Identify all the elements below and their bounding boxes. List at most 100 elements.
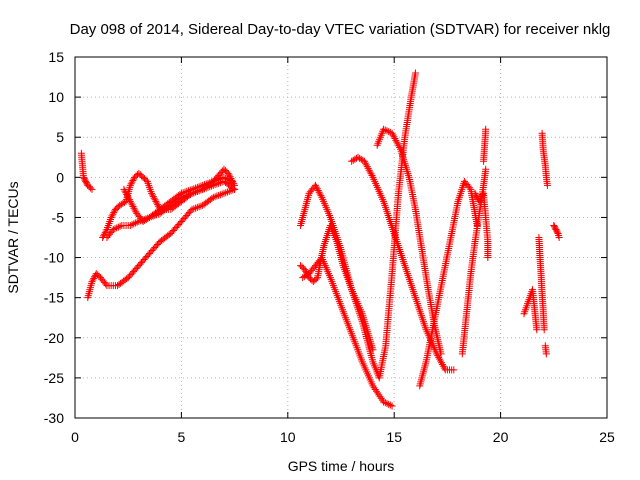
data-point: [361, 159, 369, 167]
data-point: [472, 191, 480, 199]
data-point: [553, 228, 561, 236]
data-point: [391, 135, 399, 143]
y-tick-label: -20: [44, 330, 64, 346]
data-point: [450, 366, 458, 374]
data-point: [151, 196, 159, 204]
x-tick-label: 5: [178, 429, 186, 445]
data-point: [184, 187, 192, 195]
data-point: [190, 205, 198, 213]
x-tick-label: 15: [386, 429, 402, 445]
data-point: [213, 192, 221, 200]
data-point: [388, 402, 396, 410]
series-arc-e: [120, 173, 236, 225]
data-point: [179, 189, 187, 197]
data-point: [365, 166, 373, 174]
data-point: [484, 254, 492, 262]
data-point: [211, 177, 219, 185]
y-tick-label: -25: [44, 370, 64, 386]
data-point: [122, 189, 130, 197]
data-point: [88, 185, 96, 193]
data-point: [102, 227, 110, 235]
data-markers: [77, 69, 563, 410]
data-point: [211, 193, 219, 201]
data-point: [312, 183, 320, 191]
data-point: [395, 142, 403, 150]
series-arc-b: [84, 185, 239, 302]
data-point: [366, 168, 374, 176]
data-point: [482, 125, 490, 133]
series-arc-q: [538, 129, 551, 189]
data-point: [216, 191, 224, 199]
data-point: [385, 128, 393, 136]
data-point: [316, 190, 324, 198]
series-arc-l: [458, 165, 490, 358]
axis-ticks: [74, 56, 608, 419]
x-tick-label: 20: [493, 429, 509, 445]
data-point: [381, 126, 389, 134]
data-point: [109, 225, 117, 233]
data-point: [131, 206, 139, 214]
data-point: [383, 127, 391, 135]
data-point: [371, 385, 379, 393]
data-point: [202, 180, 210, 188]
data-point: [228, 177, 236, 185]
data-point: [227, 177, 235, 185]
data-point: [149, 193, 157, 201]
data-point: [222, 189, 230, 197]
data-point: [224, 188, 232, 196]
series-arc-k: [416, 177, 481, 390]
data-point: [108, 212, 116, 220]
data-point: [475, 197, 483, 205]
data-point: [127, 180, 135, 188]
data-point: [200, 181, 208, 189]
data-point: [369, 346, 377, 354]
data-point: [229, 184, 237, 192]
data-point: [183, 187, 191, 195]
series-arc-s: [550, 221, 563, 241]
data-point: [193, 183, 201, 191]
x-tick-label: 0: [71, 429, 79, 445]
data-point: [125, 194, 133, 202]
data-point: [375, 391, 383, 399]
data-point: [120, 185, 128, 193]
data-point: [89, 276, 97, 284]
data-point: [231, 185, 239, 193]
data-point: [362, 161, 370, 169]
data-point: [127, 199, 135, 207]
y-axis-label: SDTVAR / TECUs: [5, 181, 21, 293]
data-point: [381, 399, 389, 407]
x-tick-label: 25: [599, 429, 615, 445]
y-tick-label: 10: [48, 89, 64, 105]
y-tick-label: -15: [44, 290, 64, 306]
x-axis-label: GPS time / hours: [288, 458, 395, 474]
y-tick-label: -30: [44, 410, 64, 426]
data-point: [482, 165, 490, 173]
y-tick-label: 0: [56, 169, 64, 185]
data-point: [315, 188, 323, 196]
data-point: [434, 352, 442, 360]
series-arc-n: [480, 125, 490, 165]
data-point: [126, 197, 134, 205]
data-point: [471, 189, 479, 197]
data-point: [377, 394, 385, 402]
data-point: [466, 184, 474, 192]
data-point: [152, 197, 160, 205]
data-point: [130, 204, 138, 212]
data-point: [543, 181, 551, 189]
data-point: [193, 203, 201, 211]
data-point: [114, 223, 122, 231]
data-point: [111, 225, 119, 233]
data-point: [87, 184, 95, 192]
data-point: [213, 176, 221, 184]
data-point: [225, 187, 233, 195]
data-point: [301, 266, 309, 274]
data-point: [125, 196, 133, 204]
data-point: [208, 178, 216, 186]
data-point: [154, 201, 162, 209]
data-point: [208, 195, 216, 203]
data-point: [130, 220, 138, 228]
data-point: [389, 131, 397, 139]
data-point: [390, 133, 398, 141]
data-point: [368, 172, 376, 180]
